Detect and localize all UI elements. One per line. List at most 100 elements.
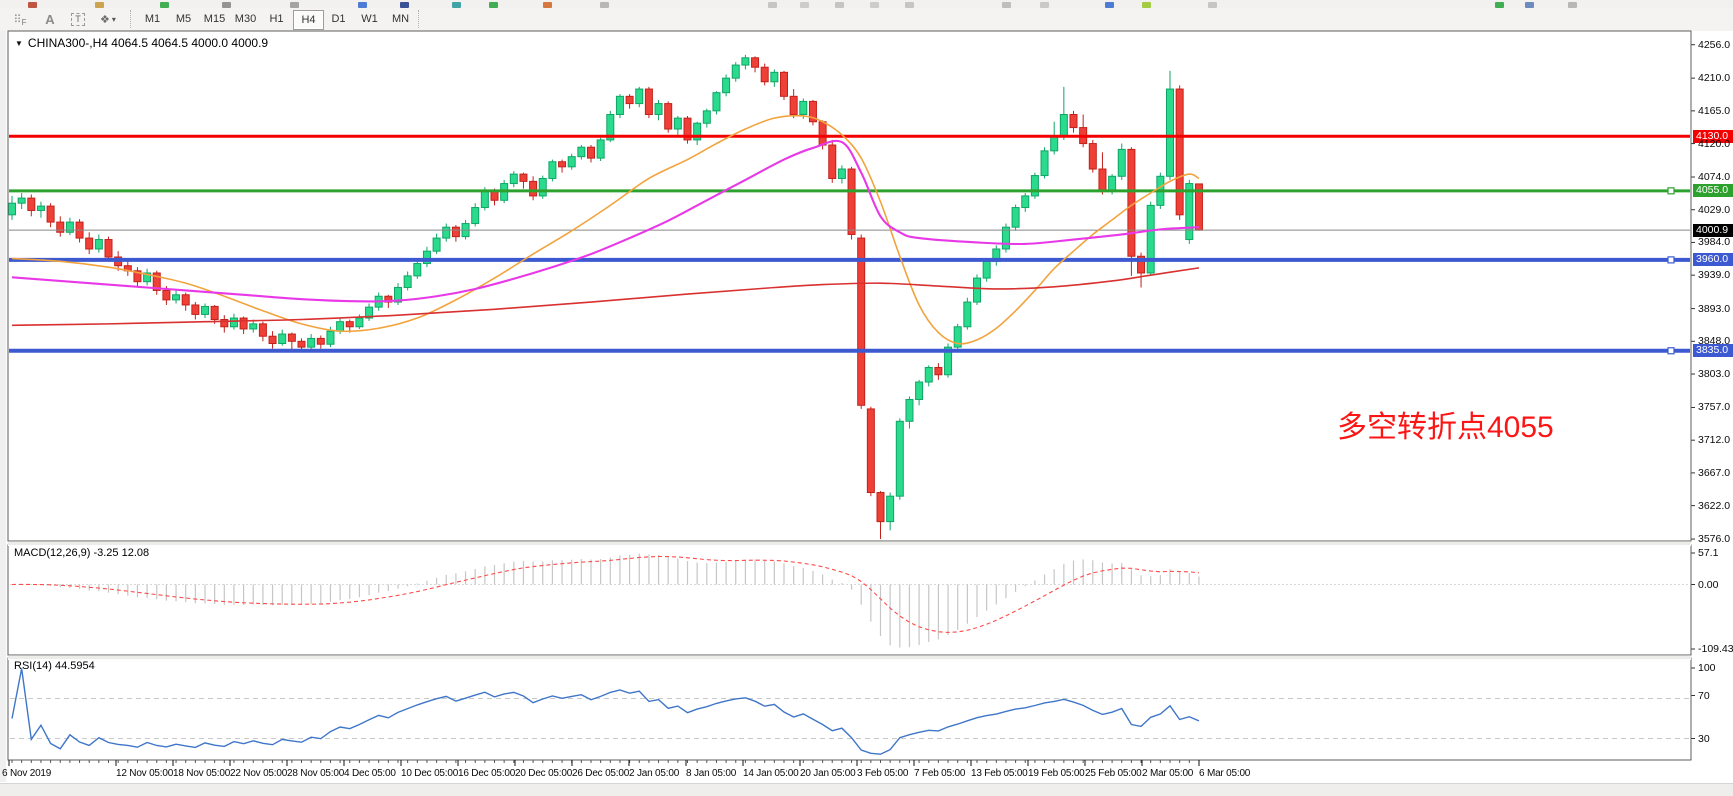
x-axis-label: 6 Nov 2019 — [2, 768, 52, 779]
candle — [683, 117, 692, 141]
candle — [152, 272, 161, 291]
candle — [316, 337, 325, 345]
y-axis-tick: 3712.0 — [1698, 434, 1731, 447]
timeframe-button-m5[interactable]: M5 — [175, 13, 192, 25]
clipped-icon[interactable] — [543, 2, 552, 8]
y-axis-tick: 3576.0 — [1698, 533, 1731, 546]
clipped-icon[interactable] — [400, 2, 409, 8]
clipped-icon[interactable] — [800, 2, 809, 8]
candle — [287, 333, 296, 342]
timeframe-button-mn[interactable]: MN — [391, 13, 410, 25]
hline-handle[interactable] — [1667, 256, 1675, 264]
snap-grid-icon[interactable]: ⠿ F — [13, 13, 27, 27]
y-axis-tick: 4210.0 — [1698, 72, 1731, 85]
candle — [17, 197, 26, 204]
clipped-icon[interactable] — [358, 2, 367, 8]
y-axis-tick: 4120.0 — [1698, 137, 1731, 150]
clipped-icon[interactable] — [489, 2, 498, 8]
clipped-icon[interactable] — [290, 2, 299, 8]
clipped-icon[interactable] — [1525, 2, 1534, 8]
timeframe-button-m1[interactable]: M1 — [144, 13, 161, 25]
x-axis-label: 18 Nov 05:00 — [173, 768, 231, 779]
rsi-label: RSI(14) 44.5954 — [14, 660, 95, 672]
candle — [596, 139, 605, 159]
y-axis-tick: 3848.0 — [1698, 335, 1731, 348]
candle — [789, 95, 798, 115]
candle — [413, 263, 422, 277]
clipped-icon[interactable] — [1568, 2, 1577, 8]
candle — [654, 103, 663, 115]
candle — [1040, 150, 1049, 177]
ma-fast — [11, 114, 1200, 345]
hline-handle[interactable] — [1667, 347, 1675, 355]
x-axis-label: 19 Feb 05:00 — [1028, 768, 1085, 779]
y-axis-tick: 3622.0 — [1698, 499, 1731, 512]
candle — [722, 77, 731, 94]
clipped-icon[interactable] — [1495, 2, 1504, 8]
candle — [143, 272, 152, 283]
text-label-icon[interactable]: T — [66, 10, 90, 28]
x-axis-label: 26 Dec 05:00 — [572, 768, 630, 779]
y-axis-tick: 4029.0 — [1698, 203, 1731, 216]
x-axis-label: 22 Nov 05:00 — [230, 768, 288, 779]
candle — [336, 321, 345, 332]
clipped-icon[interactable] — [28, 2, 37, 8]
candle — [365, 306, 374, 319]
clipped-icon[interactable] — [160, 2, 169, 8]
font-icon[interactable]: A — [45, 11, 55, 27]
hline-handle[interactable] — [1667, 187, 1675, 195]
panel-splitter[interactable] — [8, 655, 1691, 660]
candle — [963, 301, 972, 328]
candle — [85, 237, 94, 250]
clipped-icon[interactable] — [768, 2, 777, 8]
candle — [847, 168, 856, 235]
candle — [828, 144, 837, 179]
candle — [278, 333, 287, 344]
candle — [760, 66, 769, 83]
clipped-icon[interactable] — [1040, 2, 1049, 8]
clipped-icon[interactable] — [1142, 2, 1151, 8]
x-axis-label: 4 Dec 05:00 — [344, 768, 396, 779]
candle — [172, 294, 181, 301]
timeframe-button-m30[interactable]: M30 — [234, 13, 257, 25]
candle — [548, 161, 557, 179]
candle — [133, 270, 142, 283]
clipped-icon[interactable] — [1002, 2, 1011, 8]
candle — [934, 366, 943, 376]
clipped-icon[interactable] — [222, 2, 231, 8]
candle — [36, 205, 45, 211]
candle — [818, 121, 827, 146]
arrange-objects-icon[interactable]: ❖ ▾ — [100, 13, 116, 26]
symbol-caret-icon[interactable]: ▼ — [15, 39, 23, 48]
timeframe-button-d1[interactable]: D1 — [331, 13, 346, 25]
clipped-icon[interactable] — [1208, 2, 1217, 8]
candle — [181, 294, 190, 306]
candle — [857, 237, 866, 406]
timeframe-button-h4[interactable]: H4 — [293, 10, 324, 30]
candle — [886, 495, 895, 523]
x-axis-label: 10 Dec 05:00 — [401, 768, 459, 779]
candle — [751, 57, 760, 68]
clipped-icon[interactable] — [835, 2, 844, 8]
x-axis-label: 2 Jan 05:00 — [629, 768, 680, 779]
clipped-icon[interactable] — [452, 2, 461, 8]
timeframe-button-m15[interactable]: M15 — [203, 13, 226, 25]
timeframe-button-h1[interactable]: H1 — [269, 13, 284, 25]
candle — [693, 122, 702, 141]
chart-annotation-text[interactable]: 多空转折点4055 — [1337, 411, 1554, 444]
x-axis-label: 14 Jan 05:00 — [743, 768, 799, 779]
macd-axis-tick: 57.1 — [1698, 547, 1719, 559]
clipped-icon[interactable] — [870, 2, 879, 8]
candle — [1108, 175, 1117, 192]
panel-splitter[interactable] — [8, 541, 1691, 546]
clipped-icon[interactable] — [600, 2, 609, 8]
candle — [345, 321, 354, 328]
x-axis-label: 20 Dec 05:00 — [515, 768, 573, 779]
timeframe-button-w1[interactable]: W1 — [361, 13, 378, 25]
clipped-icon[interactable] — [95, 2, 104, 8]
x-axis-label: 13 Feb 05:00 — [971, 768, 1028, 779]
clipped-icon[interactable] — [905, 2, 914, 8]
clipped-icon[interactable] — [1105, 2, 1114, 8]
candle — [1146, 204, 1155, 274]
